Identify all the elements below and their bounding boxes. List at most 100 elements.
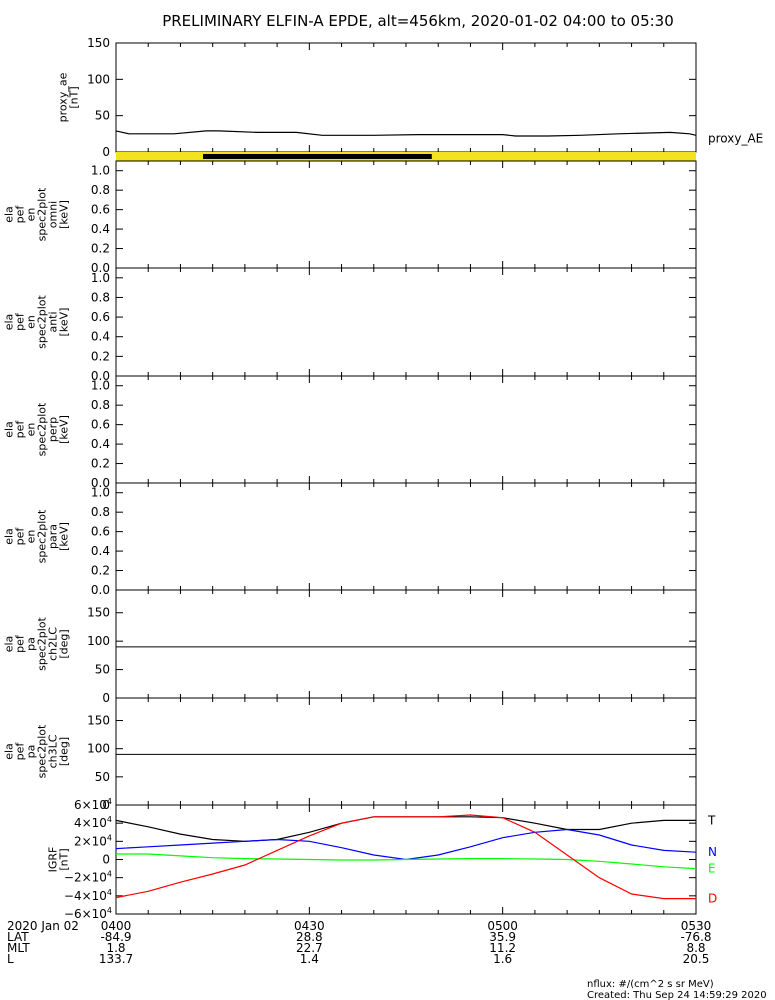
y-axis-label: ela <box>3 421 16 438</box>
series-label: T <box>707 813 716 827</box>
y-tick-exponent: 4 <box>107 815 112 824</box>
y-tick-label: 100 <box>87 742 110 756</box>
y-axis-label: pa <box>25 745 38 759</box>
y-tick-label: 1.0 <box>91 164 110 178</box>
y-axis-label: [keV] <box>58 522 71 551</box>
y-tick-label: 0.0 <box>91 476 110 490</box>
y-axis-label: pef <box>14 527 27 546</box>
y-tick-label: 150 <box>87 714 110 728</box>
y-axis-label: pef <box>14 205 27 224</box>
y-tick-label: −6×104 <box>64 906 112 921</box>
y-tick-label: 0.2 <box>91 564 110 578</box>
series-label: E <box>708 862 716 876</box>
series-label: D <box>708 892 717 906</box>
ephemeris-row-label: LAT <box>7 930 29 944</box>
nflux-units: nflux: #/(cm^2 s sr MeV) <box>587 979 714 990</box>
y-tick-label: 0.4 <box>91 437 110 451</box>
y-axis-label: [keV] <box>58 200 71 229</box>
y-axis-label: ela <box>3 743 16 760</box>
science-zone-segment <box>203 154 432 159</box>
ephemeris-value: 1.8 <box>106 941 125 955</box>
y-tick-label: 0.8 <box>91 183 110 197</box>
y-axis-label: [nT] <box>58 848 71 870</box>
panel-IGRF: 6×104 4×104 2×104 0 −2×104 −4×104 −6×104 IGRF[n… <box>47 797 718 921</box>
y-tick-label: 0.2 <box>91 242 110 256</box>
y-axis-label: spec2plot <box>36 617 49 671</box>
panel-frame <box>115 267 697 377</box>
y-axis-label: pef <box>14 634 27 653</box>
y-tick-label: 0.0 <box>91 369 110 383</box>
panel-omni: 1.0 0.8 0.6 0.4 0.2 0.0 elapefenspec2plotomni[… <box>3 160 697 275</box>
y-tick-label: 50 <box>95 109 110 123</box>
ephemeris-value: 20.5 <box>683 952 710 966</box>
panel-proxy_ae: 150 100 50 0 proxy_ae[nT] proxy_AE <box>57 36 764 159</box>
y-axis-label: IGRF <box>47 847 60 873</box>
panel-frame <box>115 697 697 806</box>
y-axis-label: spec2plot <box>36 724 49 778</box>
y-tick-exponent: 4 <box>107 888 112 897</box>
y-tick-label: 2×104 <box>74 833 112 848</box>
ephemeris-value: 1.6 <box>493 952 512 966</box>
y-tick-label: 0.0 <box>91 261 110 275</box>
ephemeris-value: 133.7 <box>99 952 133 966</box>
created-timestamp: Created: Thu Sep 24 14:59:29 2020 <box>587 990 767 1000</box>
y-axis-label: pef <box>14 742 27 761</box>
y-tick-label: 0 <box>102 853 110 867</box>
panel-perp: 1.0 0.8 0.6 0.4 0.2 0.0 elapefenspec2plotperp[… <box>3 375 697 490</box>
y-axis-label: ela <box>3 206 16 223</box>
x-tick-label: 0430 <box>294 919 325 933</box>
y-tick-label: 0.2 <box>91 349 110 363</box>
ephemeris-value: 8.8 <box>686 941 705 955</box>
y-tick-label: 0.4 <box>91 544 110 558</box>
y-axis-label: [keV] <box>58 415 71 444</box>
y-tick-label: 100 <box>87 72 110 86</box>
ephemeris-value: -84.9 <box>100 930 131 944</box>
y-axis-label: ch2LC <box>47 627 60 661</box>
y-tick-label: 50 <box>95 770 110 784</box>
y-tick-label: 0 <box>102 798 110 812</box>
panels: 150100500proxy_ae[nT]proxy_AE1.00.80.60.… <box>3 36 764 921</box>
y-axis-label: [keV] <box>58 308 71 337</box>
y-tick-label: 0.8 <box>91 505 110 519</box>
y-axis-label: [nT] <box>68 86 81 108</box>
panel-frame <box>115 375 697 484</box>
series-line-N <box>115 828 697 861</box>
y-axis-label: [deg] <box>58 737 71 766</box>
y-tick-label: −2×104 <box>64 870 112 885</box>
series-label: N <box>708 845 717 859</box>
y-tick-label: 4×104 <box>74 815 112 830</box>
y-tick-label: 0 <box>102 691 110 705</box>
y-axis-label: pa <box>25 637 38 651</box>
y-tick-label: 1.0 <box>91 379 110 393</box>
ephemeris-value: 22.7 <box>296 941 323 955</box>
y-tick-exponent: 4 <box>107 906 112 915</box>
panel-frame <box>115 482 697 591</box>
y-axis-label: spec2plot <box>36 402 49 456</box>
panel-science_zone <box>116 152 696 161</box>
y-axis-label: en <box>25 423 38 437</box>
series-line-E <box>116 853 697 870</box>
y-axis-label: en <box>25 530 38 544</box>
series-line-D <box>115 814 696 900</box>
y-axis-label: omni <box>47 201 60 228</box>
panel-para: 1.0 0.8 0.6 0.4 0.2 0.0 elapefenspec2plotpara[… <box>3 482 697 597</box>
panel-frame <box>115 589 697 699</box>
y-axis-label: en <box>25 208 38 222</box>
y-axis-label: proxy_ae <box>57 72 70 122</box>
series-line-proxy_AE <box>115 130 697 137</box>
y-tick-label: 50 <box>95 663 110 677</box>
y-axis-label: spec2plot <box>36 295 49 349</box>
y-axis-label: anti <box>47 311 60 332</box>
y-tick-label: 150 <box>87 36 110 50</box>
y-tick-label: 150 <box>87 606 110 620</box>
y-tick-label: 0.0 <box>91 583 110 597</box>
figure-title: PRELIMINARY ELFIN-A EPDE, alt=456km, 202… <box>162 12 674 30</box>
y-tick-label: 1.0 <box>91 486 110 500</box>
ephemeris-row-label: L <box>7 952 14 966</box>
y-axis-label: pef <box>14 312 27 331</box>
y-tick-exponent: 4 <box>107 833 112 842</box>
y-axis-label: ch3LC <box>47 734 60 768</box>
y-tick-label: 0 <box>102 145 110 159</box>
y-axis-label: spec2plot <box>36 187 49 241</box>
